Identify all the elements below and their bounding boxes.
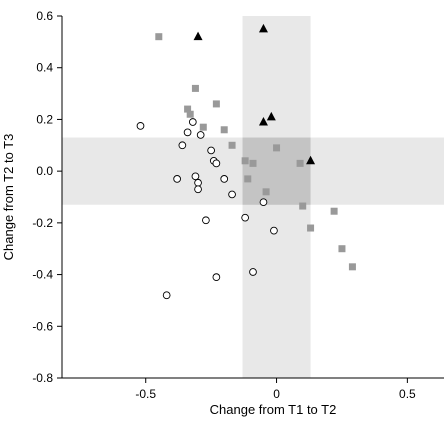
filled-square-point <box>241 157 249 165</box>
filled-square-point <box>184 105 192 113</box>
open-circle-point <box>212 273 221 282</box>
filled-square-point <box>212 100 220 108</box>
x-tick-label: -0.5 <box>135 387 156 401</box>
open-circle-point <box>207 146 215 155</box>
filled-square-point <box>228 141 236 149</box>
filled-square-point <box>299 202 307 210</box>
y-tick-label: -0.2 <box>32 216 53 230</box>
shaded-regions <box>62 16 444 378</box>
filled-square-point <box>191 84 199 92</box>
x-tick-label: 0 <box>273 387 280 401</box>
filled-square-point <box>330 207 338 215</box>
filled-square-point <box>220 126 228 134</box>
filled-square-point <box>273 144 281 152</box>
open-circle-point <box>228 190 236 199</box>
open-circle-point <box>162 291 171 300</box>
x-axis-label: Change from T1 to T2 <box>210 402 337 417</box>
open-circle-point <box>173 175 181 183</box>
filled-square-point <box>338 245 346 253</box>
y-tick-label: -0.4 <box>32 268 53 282</box>
open-circle-point <box>249 268 257 276</box>
filled-square-point <box>186 110 194 118</box>
filled-triangle-point <box>193 31 203 41</box>
filled-square-point <box>307 224 315 232</box>
filled-square-point <box>249 159 257 167</box>
filled-triangle-point <box>258 117 268 126</box>
open-circle-point <box>183 128 192 137</box>
filled-square-point <box>244 175 252 183</box>
filled-square-point <box>262 188 270 196</box>
filled-square-point <box>296 159 304 167</box>
y-tick-label: 0.2 <box>36 112 53 126</box>
open-circle-point <box>241 213 250 222</box>
filled-square-point <box>348 263 356 271</box>
open-circle-point <box>194 185 202 194</box>
filled-triangle-point <box>258 23 268 33</box>
open-circle-point <box>191 172 200 181</box>
open-circle-point <box>188 118 197 126</box>
open-circle-point <box>212 159 221 168</box>
open-circle-point <box>136 122 145 130</box>
data-points <box>136 23 356 300</box>
filled-square-point <box>155 33 163 41</box>
y-tick-label: 0.4 <box>36 61 53 75</box>
open-circle-point <box>178 141 187 150</box>
open-circle-point <box>220 175 229 183</box>
open-circle-point <box>194 178 202 187</box>
open-circle-point <box>270 226 278 235</box>
open-circle-point <box>202 216 210 225</box>
filled-square-point <box>199 123 207 131</box>
filled-triangle-point <box>306 155 316 165</box>
y-tick-label: 0.6 <box>36 9 53 23</box>
tick-labels: -0.8 -0.6 -0.4 -0.2 0.0 0.2 0.4 0.6 -0.5 0 0.5 <box>32 9 416 401</box>
axes <box>57 15 444 383</box>
open-circle-point <box>259 198 268 207</box>
open-circle-point <box>196 131 205 139</box>
y-tick-label: 0.0 <box>36 164 53 178</box>
x-tick-label: 0.5 <box>399 387 416 401</box>
y-tick-label: -0.8 <box>32 371 53 385</box>
filled-triangle-point <box>266 111 276 121</box>
y-axis-label: Change from T2 to T3 <box>1 134 16 261</box>
y-tick-label: -0.6 <box>32 319 53 333</box>
